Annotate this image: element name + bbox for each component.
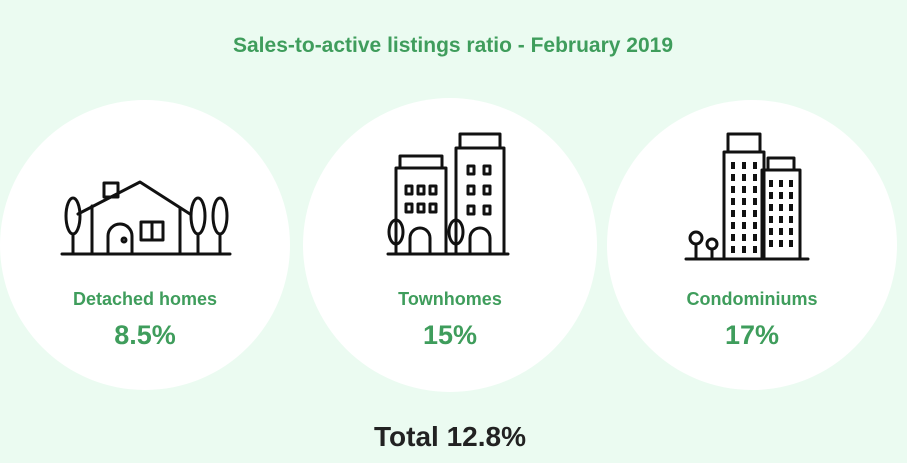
townhomes-icon-part (468, 226, 492, 256)
townhomes-icon-part (416, 202, 426, 214)
window (789, 240, 793, 247)
townhomes-icon-part (458, 132, 502, 150)
window (731, 174, 735, 181)
townhomes-icon-part (482, 164, 492, 176)
window (742, 222, 746, 229)
townhomes-icon-part (466, 204, 476, 216)
total: Total 12.8% (374, 421, 526, 452)
condominiums-icon-part (726, 132, 762, 154)
window (731, 234, 735, 241)
window (753, 234, 757, 241)
window (779, 204, 783, 211)
window (731, 186, 735, 193)
card-circle (303, 98, 597, 392)
house-icon-part (102, 181, 120, 199)
townhomes-icon-part (428, 202, 438, 214)
item-label: Detached homes (73, 289, 217, 309)
window (742, 210, 746, 217)
window (742, 198, 746, 205)
window (753, 162, 757, 169)
card-circle (0, 100, 290, 390)
item-label: Condominiums (687, 289, 818, 309)
window (753, 198, 757, 205)
window (769, 240, 773, 247)
window (742, 234, 746, 241)
window (779, 228, 783, 235)
townhomes-icon-part (408, 226, 432, 256)
window (779, 180, 783, 187)
townhomes-icon-part (404, 184, 414, 196)
window (731, 162, 735, 169)
item-label: Townhomes (398, 289, 502, 309)
condominiums-icon-part (766, 156, 796, 172)
window (789, 180, 793, 187)
townhomes-icon-part (398, 154, 444, 170)
window (742, 174, 746, 181)
window (731, 210, 735, 217)
window (789, 216, 793, 223)
window (742, 246, 746, 253)
townhomes-icon-part (387, 218, 405, 246)
card-circle (607, 100, 897, 390)
window (731, 198, 735, 205)
window (779, 240, 783, 247)
townhomes-icon-part (428, 184, 438, 196)
condominiums-icon (684, 132, 810, 261)
window (753, 246, 757, 253)
item-value: 17% (725, 320, 779, 350)
item-value: 8.5% (114, 320, 176, 350)
window (753, 174, 757, 181)
window (753, 222, 757, 229)
window (789, 204, 793, 211)
townhomes-icon-part (482, 204, 492, 216)
townhomes-icon-part (416, 184, 426, 196)
townhomes-icon-part (466, 164, 476, 176)
window (779, 216, 783, 223)
window (731, 246, 735, 253)
window (753, 210, 757, 217)
window (742, 162, 746, 169)
window (731, 222, 735, 229)
townhomes-icon-part (482, 184, 492, 196)
window (769, 204, 773, 211)
window (753, 186, 757, 193)
window (769, 192, 773, 199)
townhomes-icon (386, 132, 510, 256)
townhomes-icon-part (466, 184, 476, 196)
window (779, 192, 783, 199)
house-icon (60, 180, 232, 256)
window (769, 180, 773, 187)
window (769, 216, 773, 223)
house-icon-part (106, 222, 134, 256)
townhomes-icon-part (404, 202, 414, 214)
window (789, 228, 793, 235)
window (742, 186, 746, 193)
townhomes-icon-part (447, 218, 465, 246)
house-icon-part (76, 180, 192, 216)
window (769, 228, 773, 235)
title: Sales-to-active listings ratio - Februar… (233, 34, 673, 57)
item-value: 15% (423, 320, 477, 350)
window (789, 192, 793, 199)
condominium-windows (731, 162, 793, 253)
house-icon-part (120, 236, 128, 244)
